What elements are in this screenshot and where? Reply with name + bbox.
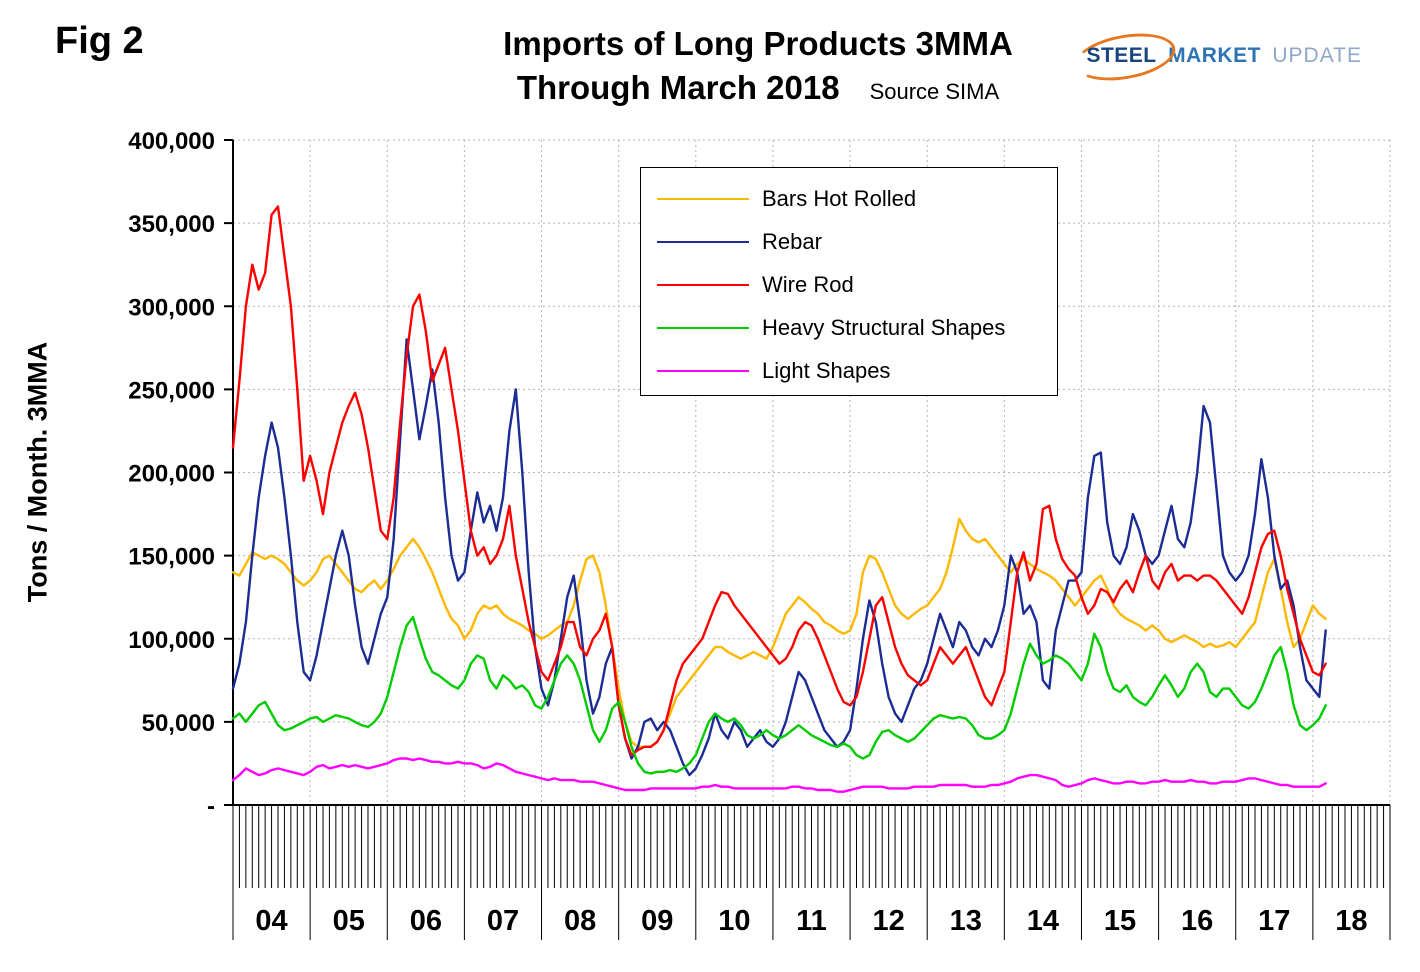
svg-text:09: 09 [641, 905, 673, 937]
figure-label: Fig 2 [55, 20, 144, 62]
legend-label: Heavy Structural Shapes [762, 314, 1006, 340]
legend-line-sample [657, 369, 749, 372]
series-line-bars-hot-rolled [231, 517, 1327, 748]
legend-item-wire-rod: Wire Rod [657, 263, 1057, 306]
svg-text:100,000: 100,000 [128, 627, 215, 654]
x-year-labels: 04 05 06 07 08 09 10 11 12 13 14 15 16 17 18 [255, 905, 1367, 937]
legend-box: Bars Hot Rolled Rebar Wire Rod Heavy Struct… [640, 167, 1058, 396]
svg-text:17: 17 [1258, 905, 1290, 937]
svg-text:13: 13 [950, 905, 982, 937]
chart-title-line1: Imports of Long Products 3MMA [503, 25, 1013, 62]
logo-word-steel: STEEL [1086, 44, 1157, 67]
chart-title-block: Imports of Long Products 3MMA Through Ma… [48, 22, 1420, 108]
svg-text:150,000: 150,000 [128, 544, 215, 571]
legend-label: Light Shapes [762, 357, 891, 383]
logo-word-update: UPDATE [1272, 44, 1362, 67]
series-line-light-shapes [231, 757, 1327, 793]
svg-text:18: 18 [1335, 905, 1367, 937]
legend-line-sample [657, 240, 749, 243]
svg-text:50,000: 50,000 [142, 710, 215, 737]
svg-text:07: 07 [487, 905, 519, 937]
svg-text:05: 05 [333, 905, 365, 937]
chart-title-line2: Through March 2018 [516, 68, 840, 106]
svg-text:400,000: 400,000 [128, 128, 215, 155]
legend-line-sample [657, 197, 749, 200]
legend-item-bars-hot-rolled: Bars Hot Rolled [657, 177, 1057, 220]
logo-word-market: MARKET [1168, 44, 1261, 67]
legend-item-rebar: Rebar [657, 220, 1057, 263]
source-label: Source SIMA [869, 78, 1000, 104]
series-lines [231, 205, 1327, 793]
legend-label: Bars Hot Rolled [762, 185, 917, 211]
svg-text:12: 12 [873, 905, 905, 937]
svg-text:11: 11 [796, 905, 827, 937]
svg-text:15: 15 [1104, 905, 1136, 937]
series-line-wire-rod [231, 205, 1327, 757]
legend-line-sample [657, 283, 749, 286]
svg-text:300,000: 300,000 [128, 294, 215, 321]
legend-label: Rebar [762, 228, 822, 254]
legend-label: Wire Rod [762, 271, 854, 297]
legend-item-heavy-structural-shapes: Heavy Structural Shapes [657, 306, 1057, 349]
svg-text:04: 04 [255, 905, 287, 937]
month-tick-comb [232, 805, 1391, 940]
series-line-rebar [231, 338, 1327, 777]
smu-logo: STEEL MARKET UPDATE [1071, 26, 1362, 88]
svg-text:16: 16 [1181, 905, 1213, 937]
legend-item-light-shapes: Light Shapes [657, 349, 1057, 392]
svg-text:08: 08 [564, 905, 596, 937]
svg-text:06: 06 [410, 905, 442, 937]
svg-text:250,000: 250,000 [128, 377, 215, 404]
svg-text:14: 14 [1027, 905, 1059, 937]
svg-text:200,000: 200,000 [128, 461, 215, 488]
svg-text:350,000: 350,000 [128, 211, 215, 238]
series-line-heavy-structural-shapes [231, 615, 1327, 775]
svg-text:-: - [207, 793, 215, 820]
chart-title-line2-row: Through March 2018 Source SIMA [48, 67, 1420, 108]
svg-text:10: 10 [718, 905, 750, 937]
y-axis-title: Tons / Month. 3MMA [22, 341, 53, 603]
y-axis-ticks-labels: - 50,000 100,000 150,000 200,000 250,000 300,0… [128, 128, 233, 820]
legend-line-sample [657, 326, 749, 329]
